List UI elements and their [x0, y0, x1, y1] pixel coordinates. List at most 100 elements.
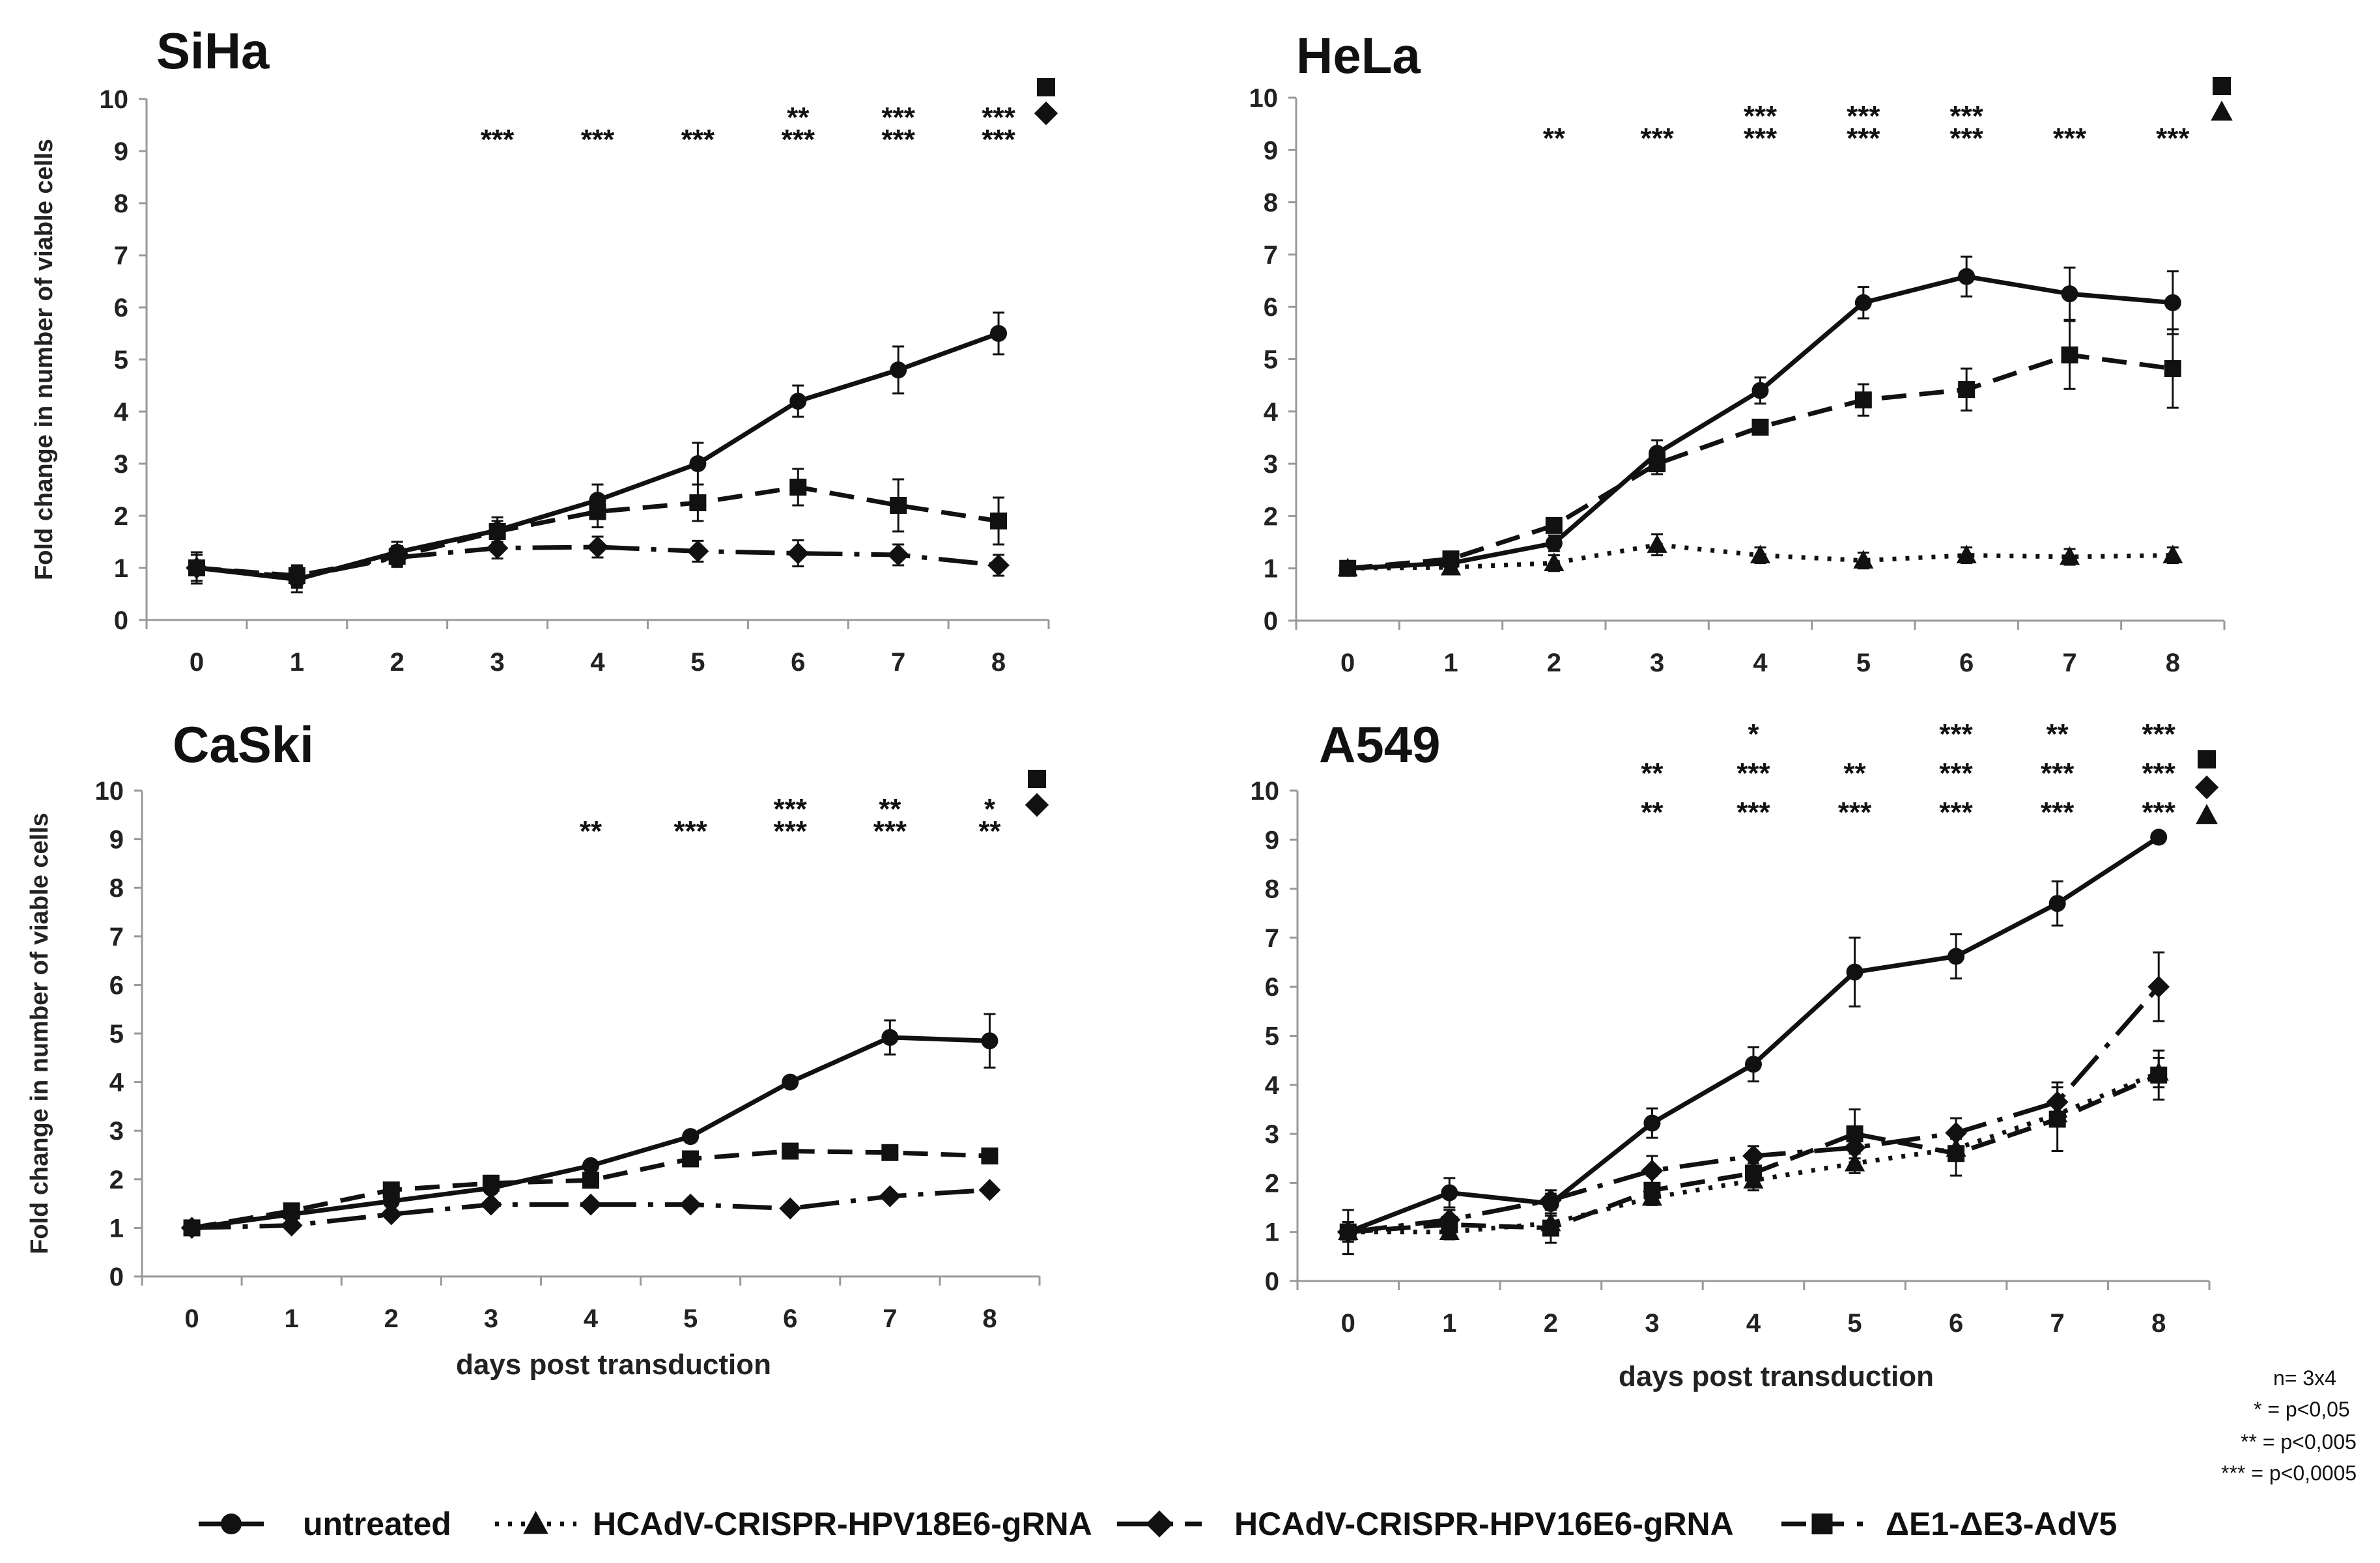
x-tick-label: 1 [1442, 1309, 1456, 1338]
series-line [196, 485, 999, 578]
data-point [981, 1032, 999, 1050]
y-tick-label: 0 [1265, 1267, 1279, 1296]
y-tick-label: 8 [1265, 875, 1279, 904]
marker-key-diamond [2194, 775, 2219, 800]
y-tick-label: 9 [1264, 136, 1278, 165]
series-untreated [1339, 255, 2181, 577]
data-point [582, 1172, 599, 1189]
series-adv5 [1339, 320, 2181, 577]
x-tick-label: 7 [2050, 1309, 2065, 1338]
y-tick-label: 3 [1264, 450, 1278, 479]
significance-stars: *** [681, 124, 715, 156]
data-point [1958, 268, 1976, 285]
legend-label: HCAdV-CRISPR-HPV16E6-gRNA [1234, 1506, 1734, 1542]
marker-key-triangle [2196, 804, 2218, 824]
y-tick-label: 10 [95, 777, 124, 806]
significance-stars: *** [481, 124, 515, 156]
data-point [2164, 359, 2181, 377]
x-tick-label: 8 [982, 1304, 997, 1333]
data-point [1742, 1145, 1764, 1167]
significance-stars: * [984, 793, 996, 825]
series-adv5 [1339, 1049, 2168, 1244]
y-axis-label: Fold change in number of viable cells [26, 813, 53, 1254]
y-tick-label: 0 [1264, 607, 1278, 636]
x-tick-label: 3 [1650, 649, 1664, 677]
significance-stars: * [1748, 718, 1759, 750]
significance-stars: *** [1847, 100, 1880, 132]
data-point [787, 542, 810, 565]
note-line: n= 3x4 [2273, 1366, 2336, 1390]
y-tick-label: 10 [1251, 777, 1280, 806]
significance-stars: ** [580, 815, 602, 847]
legend-item-hpv16: HCAdV-CRISPR-HPV16E6-gRNA [1117, 1506, 1734, 1542]
data-point [2162, 544, 2183, 563]
series-hpv16 [180, 1179, 1001, 1239]
significance-stars: ** [787, 102, 810, 134]
data-point [879, 1185, 901, 1207]
note-line: *** = p<0,0005 [2221, 1461, 2357, 1485]
data-point [1854, 294, 1872, 311]
data-point [1442, 550, 1460, 568]
significance-stars: *** [1744, 122, 1778, 154]
significance-stars: ** [1843, 757, 1866, 789]
data-point [1846, 1125, 1863, 1143]
data-point [987, 554, 1010, 576]
legend-marker [221, 1514, 242, 1534]
x-tick-label: 8 [2166, 649, 2180, 677]
data-point [1643, 1114, 1661, 1132]
data-point [2150, 1066, 2168, 1084]
y-tick-label: 8 [1264, 189, 1278, 218]
marker-key-square [1037, 78, 1055, 96]
x-tick-label: 7 [2062, 649, 2076, 677]
y-tick-label: 5 [1264, 346, 1278, 374]
x-tick-label: 0 [1341, 1309, 1355, 1338]
data-point [1745, 1056, 1762, 1073]
y-tick-label: 9 [114, 137, 128, 166]
data-point [2061, 346, 2078, 364]
x-tick-label: 2 [1547, 649, 1561, 677]
data-point [1542, 1219, 1559, 1237]
data-point [288, 567, 305, 584]
y-tick-label: 4 [1265, 1071, 1280, 1100]
significance-stars: *** [1939, 757, 1973, 789]
data-point [482, 1174, 500, 1192]
significance-stars: *** [1949, 122, 1983, 154]
y-tick-label: 2 [1264, 502, 1278, 531]
significance-stars: *** [2053, 122, 2087, 154]
x-tick-label: 6 [1959, 649, 1974, 677]
data-point [1751, 382, 1769, 399]
y-tick-label: 3 [1265, 1120, 1279, 1149]
data-point [789, 393, 807, 410]
x-tick-label: 3 [484, 1304, 498, 1333]
data-point [283, 1202, 300, 1220]
chart-panel-a549: A549 0 1 2 3 4 5 6 7 8 9 10 0 1 2 3 4 5 6 7 8 days post trans… [1251, 716, 2219, 1392]
legend-marker [1811, 1514, 1833, 1534]
x-tick-label: 0 [1340, 649, 1355, 677]
significance-stars: *** [1939, 796, 1973, 828]
y-tick-label: 2 [1265, 1169, 1279, 1198]
marker-key-square [2198, 750, 2216, 768]
x-tick-label: 0 [184, 1304, 199, 1333]
data-point [2059, 546, 2080, 565]
data-point [789, 479, 807, 496]
marker-key-triangle [2211, 100, 2233, 121]
data-point [388, 548, 406, 565]
y-tick-label: 5 [114, 346, 128, 374]
significance-stars: ** [978, 815, 1001, 847]
data-point [981, 1147, 999, 1164]
chart-panel-caski: CaSki 0 1 2 3 4 5 6 7 8 9 10 0 1 2 3 4 5 6 7 8 Fold change in… [26, 716, 1049, 1381]
data-point [479, 1193, 502, 1216]
data-point [2061, 285, 2078, 303]
data-point [1649, 455, 1666, 473]
marker-key-diamond [1025, 793, 1049, 817]
series-line [1348, 1073, 2160, 1235]
legend-marker [1146, 1510, 1173, 1538]
data-point [380, 1203, 403, 1226]
x-tick-label: 4 [584, 1304, 599, 1333]
x-tick-label: 3 [490, 648, 504, 677]
x-tick-label: 2 [1544, 1309, 1558, 1338]
data-point [1750, 544, 1771, 563]
significance-stars: *** [982, 102, 1015, 134]
significance-stars: *** [1949, 100, 1983, 132]
